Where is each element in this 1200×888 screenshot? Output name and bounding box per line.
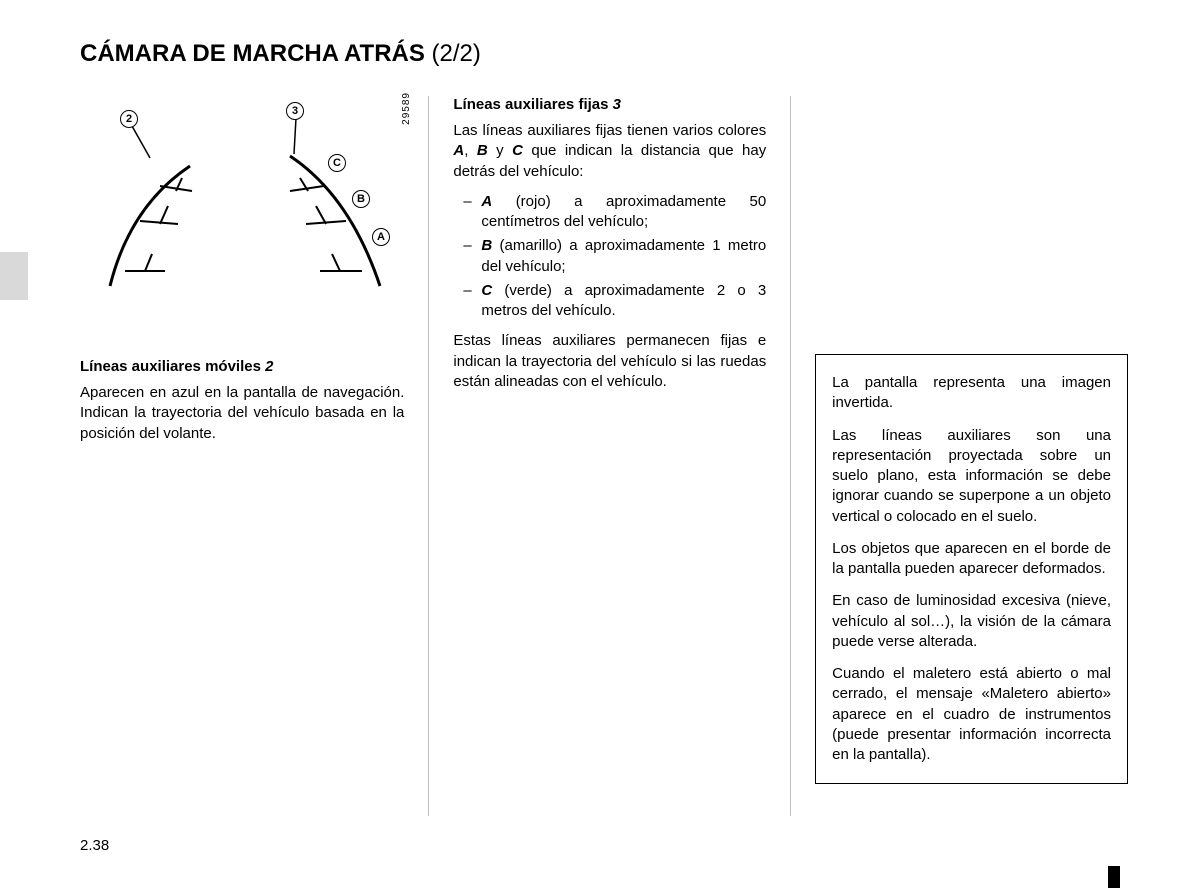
callout-b: B [352,190,370,208]
title-main: CÁMARA DE MARCHA ATRÁS [80,40,425,67]
ref-a-inline: A [453,142,464,159]
li-ref-a: A [481,193,492,210]
callout-3: 3 [286,102,304,120]
col1-heading-text: Líneas auxiliares móviles [80,358,261,375]
col2-list: A (rojo) a aproximadamente 50 centímetro… [453,192,766,322]
list-item-a: A (rojo) a aproximadamente 50 centímetro… [453,192,766,233]
li-ref-b: B [481,237,492,254]
note-p5: Cuando el maletero está abierto o mal ce… [832,664,1111,765]
callout-a: A [372,228,390,246]
note-p3: Los objetos que aparecen en el borde de … [832,539,1111,580]
content-columns: 29589 [80,96,1140,816]
col2-intro: Las líneas auxiliares fijas tienen vario… [453,121,766,182]
col2-heading-text: Líneas auxiliares fijas [453,96,608,113]
ref-b-inline: B [477,142,488,159]
section-tab [0,252,28,300]
li-text-a: (rojo) a aproximadamente 50 centímetros … [481,193,766,230]
note-p1: La pantalla representa una imagen invert… [832,373,1111,414]
note-p4: En caso de luminosidad excesiva (nieve, … [832,591,1111,652]
column-2: Líneas auxiliares fijas 3 Las líneas aux… [441,96,778,816]
callout-c: C [328,154,346,172]
li-text-b: (amarillo) a aproximadamente 1 metro del… [481,237,766,274]
figure-guidelines-diagram: 29589 [80,96,404,326]
col1-heading: Líneas auxiliares móviles 2 [80,358,404,375]
ref-c-inline: C [512,142,523,159]
list-item-b: B (amarillo) a aproximadamente 1 metro d… [453,236,766,277]
col2-intro-a: Las líneas auxiliares fijas tienen vario… [453,122,766,139]
column-divider-1 [428,96,429,816]
column-1: 29589 [80,96,416,816]
col1-body: Aparecen en azul en la pantalla de naveg… [80,383,404,444]
manual-page: CÁMARA DE MARCHA ATRÁS (2/2) 29589 [0,0,1200,888]
corner-mark [1108,866,1120,888]
col2-heading: Líneas auxiliares fijas 3 [453,96,766,113]
figure-code: 29589 [400,92,411,125]
li-ref-c: C [481,282,492,299]
callout-2: 2 [120,110,138,128]
col1-heading-ref: 2 [265,358,273,375]
col2-heading-ref: 3 [613,96,621,113]
page-title: CÁMARA DE MARCHA ATRÁS (2/2) [80,40,1140,68]
page-number: 2.38 [80,837,109,854]
li-text-c: (verde) a aproximadamente 2 o 3 metros d… [481,282,766,319]
column-divider-2 [790,96,791,816]
column-3: La pantalla representa una imagen invert… [803,96,1140,816]
list-item-c: C (verde) a aproximadamente 2 o 3 metros… [453,281,766,322]
diagram-svg [80,96,400,316]
note-p2: Las líneas auxiliares son una representa… [832,426,1111,527]
col2-intro-b: , [464,142,477,159]
col2-outro: Estas líneas auxiliares permanecen fijas… [453,331,766,392]
title-part: (2/2) [432,40,481,67]
col2-intro-c: y [488,142,512,159]
notes-box: La pantalla representa una imagen invert… [815,354,1128,784]
